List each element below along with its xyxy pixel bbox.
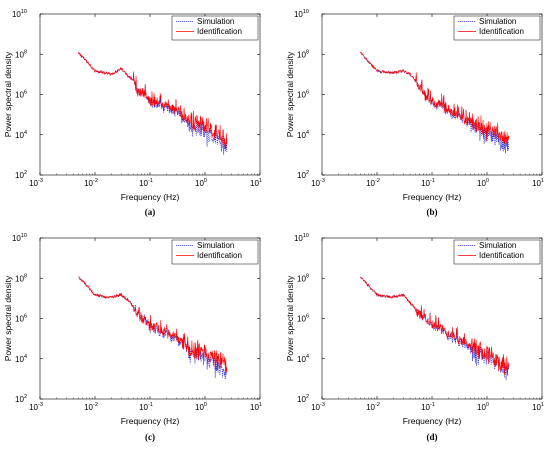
panel-caption: (d)	[427, 432, 438, 442]
chart-panel-c: 10-3 10-2 10-1 100 101 102 104 106 108 1010 Freque…	[3, 233, 262, 442]
y-tick-label: 106	[15, 314, 27, 324]
x-tick-label: 10-1	[421, 178, 435, 188]
chart-panel-b: 10-3 10-2 10-1 100 101 102 104 106 108 1010 Freque…	[285, 9, 544, 217]
y-axis-label: Power spectral density	[285, 275, 295, 361]
panel-caption: (c)	[145, 432, 155, 442]
y-tick-label: 106	[297, 314, 309, 324]
y-tick-label: 1010	[294, 233, 309, 243]
legend-entry-identification: Identification	[197, 27, 242, 36]
x-tick-label: 101	[250, 402, 262, 412]
legend-box	[171, 239, 259, 265]
legend-entry-simulation: Simulation	[197, 241, 234, 250]
y-axis-label: Power spectral density	[3, 275, 13, 361]
chart-panel-d: 10-3 10-2 10-1 100 101 102 104 106 108 1010 Freque…	[285, 233, 544, 442]
x-tick-label: 10-2	[366, 402, 380, 412]
legend-box	[453, 15, 541, 41]
x-tick-label: 100	[195, 402, 207, 412]
series-line-identification	[360, 51, 510, 150]
x-tick-label: 10-1	[139, 402, 153, 412]
x-tick-label: 10-2	[84, 178, 98, 188]
y-tick-label: 1010	[12, 9, 27, 19]
x-tick-label: 10-2	[366, 178, 380, 188]
x-tick-label: 10-2	[84, 402, 98, 412]
x-tick-label: 101	[532, 178, 544, 188]
x-axis-label: Frequency (Hz)	[121, 192, 180, 202]
y-tick-label: 1010	[294, 9, 309, 19]
y-tick-label: 102	[297, 170, 309, 180]
x-tick-label: 10-1	[421, 402, 435, 412]
series-line-identification	[78, 276, 228, 374]
legend-entry-simulation: Simulation	[479, 17, 516, 26]
chart-panel-a: 10-3 10-2 10-1 100 101 102 104 106 108 1010 Freque…	[3, 9, 262, 217]
x-tick-label: 100	[195, 178, 207, 188]
series-line-identification	[78, 51, 228, 149]
y-tick-label: 106	[297, 90, 309, 100]
legend-box	[453, 239, 541, 265]
series-line-identification	[360, 276, 509, 375]
y-tick-label: 108	[297, 273, 309, 283]
x-tick-label: 10-3	[311, 178, 325, 188]
panel-caption: (b)	[427, 207, 438, 217]
y-tick-label: 104	[297, 354, 309, 364]
legend-box	[171, 15, 259, 41]
y-tick-label: 106	[15, 90, 27, 100]
panel-caption: (a)	[145, 207, 156, 217]
x-tick-label: 10-3	[29, 178, 43, 188]
x-tick-label: 100	[477, 178, 489, 188]
x-tick-label: 100	[477, 402, 489, 412]
y-tick-label: 108	[297, 49, 309, 59]
series-line-simulation	[360, 51, 510, 154]
legend-entry-simulation: Simulation	[479, 241, 516, 250]
y-tick-label: 104	[15, 354, 27, 364]
y-tick-label: 102	[297, 394, 309, 404]
x-tick-label: 10-3	[29, 402, 43, 412]
x-axis-label: Frequency (Hz)	[121, 416, 180, 426]
y-tick-label: 108	[15, 49, 27, 59]
y-tick-label: 104	[15, 130, 27, 140]
series-line-simulation	[360, 276, 510, 381]
y-axis-label: Power spectral density	[285, 51, 295, 137]
y-tick-label: 102	[15, 170, 27, 180]
legend-entry-simulation: Simulation	[197, 17, 234, 26]
legend-entry-identification: Identification	[197, 251, 242, 260]
x-axis-label: Frequency (Hz)	[403, 416, 462, 426]
y-tick-label: 1010	[12, 233, 27, 243]
legend-entry-identification: Identification	[479, 251, 524, 260]
y-tick-label: 102	[15, 394, 27, 404]
y-axis-label: Power spectral density	[3, 51, 13, 137]
legend-entry-identification: Identification	[479, 27, 524, 36]
y-tick-label: 104	[297, 130, 309, 140]
series-line-simulation	[78, 51, 228, 155]
x-tick-label: 10-3	[311, 402, 325, 412]
x-tick-label: 10-1	[139, 178, 153, 188]
x-tick-label: 101	[532, 402, 544, 412]
x-axis-label: Frequency (Hz)	[403, 192, 462, 202]
x-tick-label: 101	[250, 178, 262, 188]
y-tick-label: 108	[15, 273, 27, 283]
